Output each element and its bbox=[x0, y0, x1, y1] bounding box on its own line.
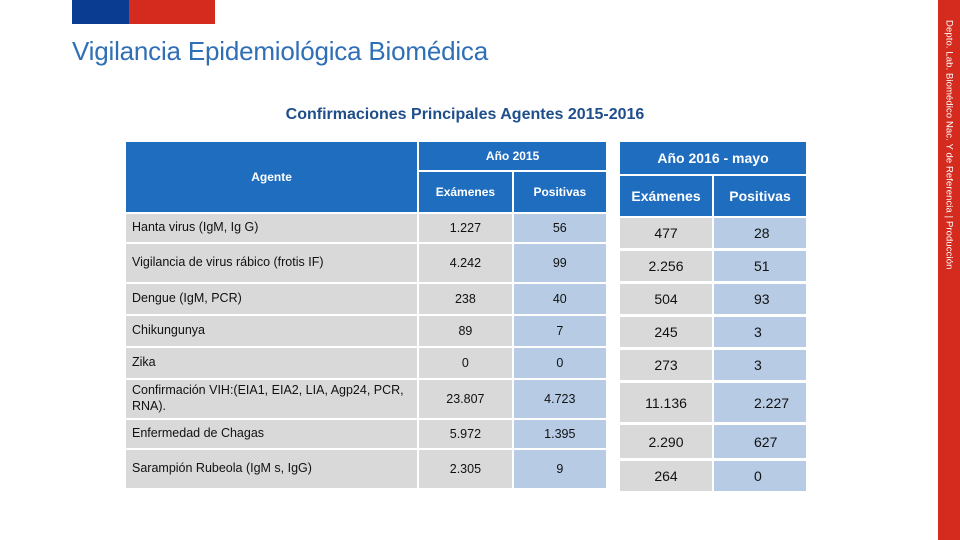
table-subtitle: Confirmaciones Principales Agentes 2015-… bbox=[285, 106, 645, 123]
exams-cell: 89 bbox=[419, 316, 514, 348]
table-row: Confirmación VIH:(EIA1, EIA2, LIA, Agp24… bbox=[126, 380, 608, 420]
table-row: Zika 0 0 bbox=[126, 348, 608, 380]
year-2015-header: Año 2015 bbox=[419, 142, 608, 172]
table-row: Chikungunya 89 7 bbox=[126, 316, 608, 348]
table-2015: Agente Año 2015 Exámenes Positivas Hanta… bbox=[126, 142, 608, 490]
table-row: 477 28 bbox=[620, 218, 808, 251]
positive-cell: 0 bbox=[513, 348, 608, 380]
agent-cell: Chikungunya bbox=[126, 316, 420, 348]
positive-cell: 93 bbox=[714, 284, 808, 317]
side-band bbox=[938, 0, 960, 540]
table-row: 273 3 bbox=[620, 350, 808, 383]
positive-cell: 3 bbox=[714, 350, 808, 383]
positive-header: Positivas bbox=[714, 176, 808, 218]
exams-cell: 4.242 bbox=[419, 244, 514, 284]
agent-cell: Sarampión Rubeola (IgM s, IgG) bbox=[126, 450, 420, 490]
positive-cell: 56 bbox=[513, 214, 608, 244]
positive-cell: 1.395 bbox=[513, 420, 608, 450]
positive-cell: 0 bbox=[714, 461, 808, 494]
table-row: Enfermedad de Chagas 5.972 1.395 bbox=[126, 420, 608, 450]
positive-cell: 4.723 bbox=[513, 380, 608, 420]
positive-cell: 40 bbox=[513, 284, 608, 316]
agent-cell: Hanta virus (IgM, Ig G) bbox=[126, 214, 420, 244]
table-row: Hanta virus (IgM, Ig G) 1.227 56 bbox=[126, 214, 608, 244]
positive-cell: 627 bbox=[714, 425, 808, 461]
exams-cell: 5.972 bbox=[419, 420, 514, 450]
agent-cell: Confirmación VIH:(EIA1, EIA2, LIA, Agp24… bbox=[126, 380, 420, 420]
table-row: 504 93 bbox=[620, 284, 808, 317]
year-2016-header: Año 2016 - mayo bbox=[620, 142, 808, 176]
exams-cell: 264 bbox=[620, 461, 714, 494]
table-row: Sarampión Rubeola (IgM s, IgG) 2.305 9 bbox=[126, 450, 608, 490]
table-2016: Año 2016 - mayo Exámenes Positivas 477 2… bbox=[620, 142, 808, 494]
table-row: 2.290 627 bbox=[620, 425, 808, 461]
agent-cell: Vigilancia de virus rábico (frotis IF) bbox=[126, 244, 420, 284]
page-title: Vigilancia Epidemiológica Biomédica bbox=[72, 36, 488, 66]
table-row: Vigilancia de virus rábico (frotis IF) 4… bbox=[126, 244, 608, 284]
table-row: 245 3 bbox=[620, 317, 808, 350]
exams-cell: 0 bbox=[419, 348, 514, 380]
exams-cell: 2.256 bbox=[620, 251, 714, 284]
positive-header: Positivas bbox=[513, 172, 608, 214]
positive-cell: 51 bbox=[714, 251, 808, 284]
side-label: Depto. Lab. Biomédico Nac. Y de Referenc… bbox=[943, 20, 955, 270]
exams-header: Exámenes bbox=[419, 172, 514, 214]
table-row: 11.136 2.227 bbox=[620, 383, 808, 425]
positive-cell: 9 bbox=[513, 450, 608, 490]
positive-cell: 7 bbox=[513, 316, 608, 348]
positive-cell: 2.227 bbox=[714, 383, 808, 425]
positive-cell: 28 bbox=[714, 218, 808, 251]
exams-cell: 11.136 bbox=[620, 383, 714, 425]
table-row: 264 0 bbox=[620, 461, 808, 494]
exams-cell: 2.290 bbox=[620, 425, 714, 461]
exams-cell: 2.305 bbox=[419, 450, 514, 490]
exams-cell: 1.227 bbox=[419, 214, 514, 244]
positive-cell: 3 bbox=[714, 317, 808, 350]
agent-cell: Dengue (IgM, PCR) bbox=[126, 284, 420, 316]
exams-cell: 238 bbox=[419, 284, 514, 316]
exams-cell: 245 bbox=[620, 317, 714, 350]
table-row: Dengue (IgM, PCR) 238 40 bbox=[126, 284, 608, 316]
table-row: 2.256 51 bbox=[620, 251, 808, 284]
agent-cell: Enfermedad de Chagas bbox=[126, 420, 420, 450]
exams-cell: 504 bbox=[620, 284, 714, 317]
agent-cell: Zika bbox=[126, 348, 420, 380]
flag-blue-stripe bbox=[72, 0, 129, 24]
exams-cell: 273 bbox=[620, 350, 714, 383]
exams-cell: 23.807 bbox=[419, 380, 514, 420]
positive-cell: 99 bbox=[513, 244, 608, 284]
exams-header: Exámenes bbox=[620, 176, 714, 218]
exams-cell: 477 bbox=[620, 218, 714, 251]
flag-red-stripe bbox=[129, 0, 215, 24]
agent-header: Agente bbox=[126, 142, 420, 214]
